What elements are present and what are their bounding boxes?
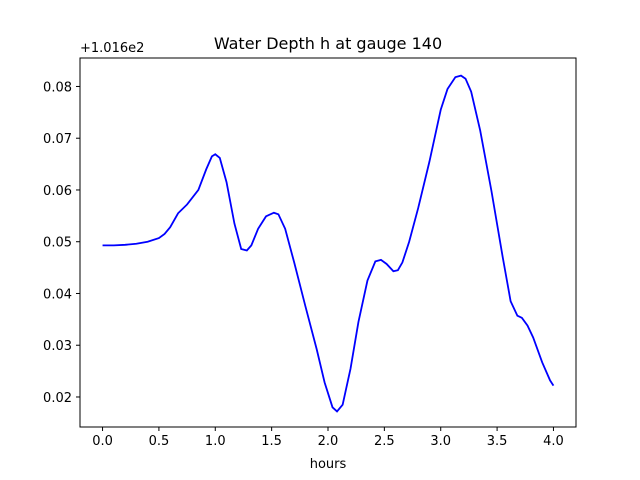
x-tick-label: 2.5: [374, 434, 395, 449]
plot-area: [79, 57, 577, 428]
x-tick-label: 1.5: [261, 434, 282, 449]
y-tick-label: 0.08: [43, 80, 72, 95]
x-tick-label: 0.0: [92, 434, 113, 449]
y-tick-label: 0.03: [43, 339, 72, 354]
y-tick-label: 0.06: [43, 184, 72, 199]
x-tick-label: 2.0: [318, 434, 339, 449]
y-tick-label: 0.04: [43, 287, 72, 302]
y-axis: 0.02 0.03 0.04 0.05 0.06 0.07 0.08: [43, 80, 80, 406]
chart-title: Water Depth h at gauge 140: [214, 34, 442, 53]
x-tick-label: 3.0: [430, 434, 451, 449]
x-tick-label: 4.0: [543, 434, 564, 449]
y-tick-label: 0.02: [43, 391, 72, 406]
y-offset-label: +1.016e2: [80, 41, 144, 56]
x-tick-label: 3.5: [487, 434, 508, 449]
y-tick-label: 0.05: [43, 236, 72, 251]
y-tick-label: 0.07: [43, 132, 72, 147]
x-axis-label: hours: [310, 457, 347, 472]
x-tick-label: 0.5: [149, 434, 170, 449]
x-tick-label: 1.0: [205, 434, 226, 449]
x-axis: 0.0 0.5 1.0 1.5 2.0 2.5 3.0 3.5 4.0: [92, 427, 564, 449]
water-depth-line: [102, 74, 555, 413]
plot-frame: [79, 57, 577, 428]
